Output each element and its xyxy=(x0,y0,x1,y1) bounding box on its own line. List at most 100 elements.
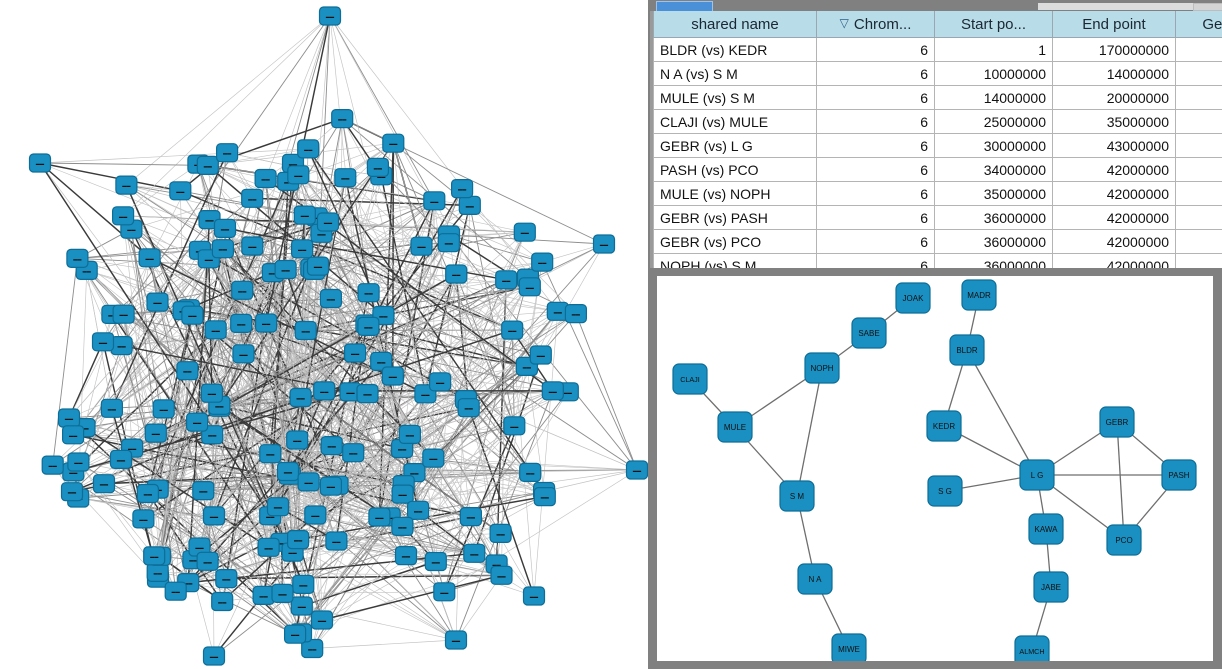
node-shape[interactable] xyxy=(356,384,379,404)
node-shape[interactable] xyxy=(381,366,404,386)
network-edge[interactable] xyxy=(203,490,457,641)
network-node[interactable]: ▬▬ xyxy=(451,179,474,199)
node-shape[interactable] xyxy=(111,206,135,226)
node-shape[interactable] xyxy=(115,175,138,195)
network-node[interactable]: ▬▬ xyxy=(271,583,294,604)
cell-end_point[interactable]: 42000000 xyxy=(1052,205,1176,230)
cell-shared_name[interactable]: MULE (vs) NOPH xyxy=(653,181,817,206)
network-edge[interactable] xyxy=(468,232,526,408)
network-node[interactable]: PASH xyxy=(1161,459,1197,491)
node-shape[interactable] xyxy=(259,444,282,464)
network-node[interactable]: ▬▬ xyxy=(381,366,404,386)
node-shape[interactable] xyxy=(831,633,867,661)
network-node[interactable]: ALMCH xyxy=(1014,635,1050,661)
node-shape[interactable] xyxy=(625,460,648,480)
network-edge[interactable] xyxy=(196,273,457,423)
network-node[interactable]: ▬▬ xyxy=(489,523,512,544)
network-edge[interactable] xyxy=(73,392,212,436)
network-edge[interactable] xyxy=(78,461,155,557)
network-node[interactable]: MULE xyxy=(717,411,753,443)
network-node[interactable]: ▬▬ xyxy=(429,372,452,392)
network-node[interactable]: ▬▬ xyxy=(344,343,367,363)
network-edge[interactable] xyxy=(314,245,422,271)
cell-end_point[interactable]: 14000000 xyxy=(1052,61,1176,86)
network-node[interactable]: ▬▬ xyxy=(422,448,445,468)
network-node[interactable]: ▬▬ xyxy=(463,543,486,563)
network-edge[interactable] xyxy=(353,390,553,454)
node-shape[interactable] xyxy=(230,313,253,333)
network-node[interactable]: ▬▬ xyxy=(424,551,447,572)
network-edge[interactable] xyxy=(381,361,638,471)
network-edge[interactable] xyxy=(435,391,569,562)
cell-shared_name[interactable]: MULE (vs) S M xyxy=(653,85,817,110)
node-shape[interactable] xyxy=(257,537,280,557)
network-node[interactable]: ▬▬ xyxy=(100,398,124,418)
network-node[interactable]: ▬▬ xyxy=(216,143,239,163)
cell-genetic[interactable]: 8.9 xyxy=(1175,205,1222,230)
network-edge[interactable] xyxy=(331,445,457,641)
table-row[interactable]: PASH (vs) PCO6340000004200000011.4 xyxy=(653,157,1222,182)
cell-shared_name[interactable]: GEBR (vs) L G xyxy=(653,133,817,158)
network-edge[interactable] xyxy=(575,313,638,471)
network-node[interactable]: ▬▬ xyxy=(518,277,541,297)
network-node[interactable]: ▬▬ xyxy=(200,383,223,403)
network-edge[interactable] xyxy=(268,546,497,565)
network-edge[interactable] xyxy=(298,174,541,356)
network-edge[interactable] xyxy=(122,15,331,217)
network-node[interactable]: ▬▬ xyxy=(366,157,389,177)
network-edge[interactable] xyxy=(39,162,315,271)
node-shape[interactable] xyxy=(422,448,445,468)
network-node[interactable]: ▬▬ xyxy=(357,283,380,303)
node-shape[interactable] xyxy=(325,531,348,551)
network-node[interactable]: ▬▬ xyxy=(459,507,482,527)
network-edge[interactable] xyxy=(103,474,290,485)
node-shape[interactable] xyxy=(202,646,226,666)
node-shape[interactable] xyxy=(291,239,314,259)
node-shape[interactable] xyxy=(717,411,753,443)
network-node[interactable]: ▬▬ xyxy=(66,248,89,268)
filtered-network-canvas[interactable]: CLAJI MULE NOPH SABE JOAK S M N A MIWE MADR BLDR K… xyxy=(657,276,1213,661)
network-edge[interactable] xyxy=(540,243,605,356)
cell-chromosome[interactable]: 6 xyxy=(816,85,935,110)
network-edge[interactable] xyxy=(294,434,411,635)
network-node[interactable]: ▬▬ xyxy=(320,436,343,456)
node-shape[interactable] xyxy=(196,551,219,571)
node-shape[interactable] xyxy=(313,381,336,401)
network-node[interactable]: ▬▬ xyxy=(318,6,342,26)
network-node[interactable]: SABE xyxy=(851,317,887,349)
network-node[interactable]: ▬▬ xyxy=(319,288,342,309)
network-node[interactable]: KEDR xyxy=(926,410,962,442)
network-edge[interactable] xyxy=(289,163,294,476)
node-shape[interactable] xyxy=(437,233,460,253)
network-node[interactable]: ▬▬ xyxy=(301,638,324,659)
network-edge[interactable] xyxy=(77,258,200,548)
node-shape[interactable] xyxy=(366,157,389,177)
node-shape[interactable] xyxy=(533,487,556,507)
node-shape[interactable] xyxy=(255,313,278,333)
network-edge[interactable] xyxy=(188,434,411,583)
network-node[interactable]: ▬▬ xyxy=(211,591,234,612)
node-shape[interactable] xyxy=(28,153,52,173)
network-node[interactable]: ▬▬ xyxy=(495,270,518,290)
network-node[interactable]: CLAJI xyxy=(672,363,708,395)
network-node[interactable]: ▬▬ xyxy=(181,305,204,325)
network-edge[interactable] xyxy=(157,572,502,576)
node-shape[interactable] xyxy=(100,398,124,418)
network-node[interactable]: ▬▬ xyxy=(334,168,357,188)
network-edge[interactable] xyxy=(126,184,322,234)
network-node[interactable]: ▬▬ xyxy=(522,586,546,606)
node-shape[interactable] xyxy=(513,222,536,242)
cell-shared_name[interactable]: PASH (vs) PCO xyxy=(653,157,817,182)
table-row[interactable]: NOPH (vs) S M636000000420000009.9 xyxy=(653,253,1222,268)
network-edge[interactable] xyxy=(300,496,545,634)
network-node[interactable]: ▬▬ xyxy=(276,461,300,482)
network-edge[interactable] xyxy=(312,639,457,649)
network-edge[interactable] xyxy=(380,231,526,362)
node-shape[interactable] xyxy=(143,546,166,566)
node-shape[interactable] xyxy=(394,545,418,566)
network-edge[interactable] xyxy=(292,163,469,408)
cell-end_point[interactable]: 20000000 xyxy=(1052,85,1176,110)
network-edge[interactable] xyxy=(73,434,271,455)
network-edge[interactable] xyxy=(327,221,525,233)
network-node[interactable]: ▬▬ xyxy=(254,168,277,189)
